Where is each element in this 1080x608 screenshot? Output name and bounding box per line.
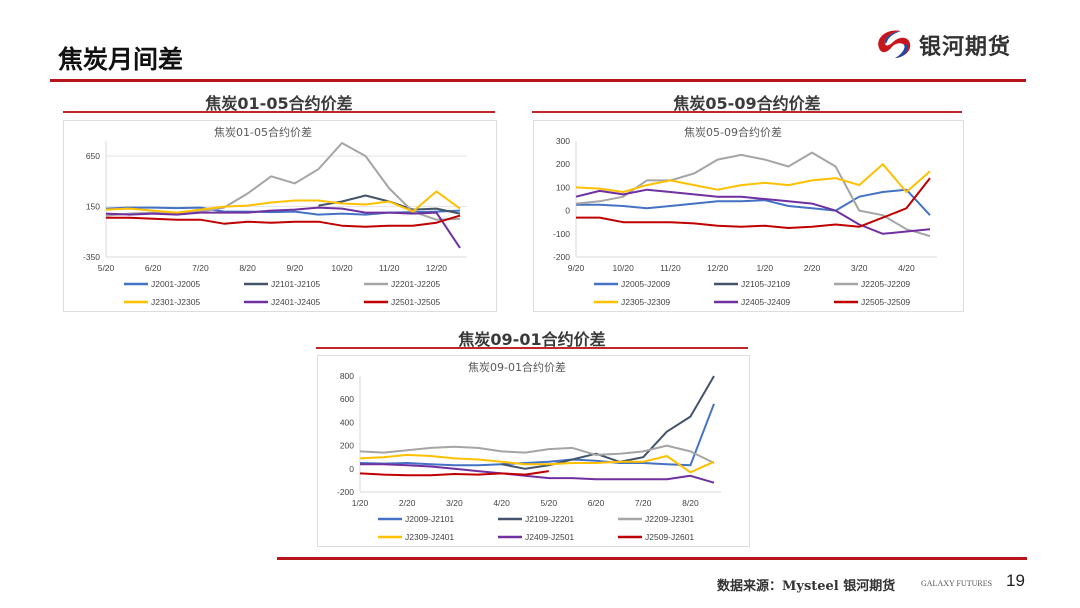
x-tick-label: 5/20 bbox=[98, 263, 115, 273]
y-tick-label: 650 bbox=[86, 151, 100, 161]
y-tick-label: -350 bbox=[83, 252, 100, 262]
y-tick-label: 150 bbox=[86, 202, 100, 212]
series-line-j2209-j2301 bbox=[359, 444, 715, 464]
series-line-j2301-j2305 bbox=[105, 190, 461, 214]
series-line-j2501-j2505 bbox=[106, 214, 461, 228]
x-tick-label: 11/20 bbox=[379, 263, 400, 273]
series-line-j2405-j2409 bbox=[575, 188, 931, 235]
x-tick-label: 2/20 bbox=[804, 263, 821, 273]
legend-label: J2409-J2501 bbox=[525, 532, 574, 542]
legend-label: J2501-J2505 bbox=[391, 297, 440, 307]
page-title: 焦炭月间差 bbox=[58, 45, 184, 74]
x-tick-label: 5/20 bbox=[541, 498, 558, 508]
legend-label: J2109-J2201 bbox=[525, 514, 574, 524]
series-line-j2205-j2209 bbox=[575, 151, 931, 238]
legend-label: J2401-J2405 bbox=[271, 297, 320, 307]
legend-label: J2209-J2301 bbox=[645, 514, 694, 524]
x-tick-label: 8/20 bbox=[682, 498, 699, 508]
chart-05-09-svg: 焦炭05-09合约价差 300 200 100 0 -100 -2009/20 10/20 11… bbox=[553, 125, 938, 307]
x-tick-label: 1/20 bbox=[757, 263, 774, 273]
y-tick-label: 600 bbox=[340, 394, 354, 404]
series-line-j2305-j2309 bbox=[575, 163, 931, 193]
footer-divider bbox=[277, 557, 1027, 560]
x-tick-label: 10/20 bbox=[613, 263, 635, 273]
series-line-j2509-j2601 bbox=[359, 470, 549, 477]
legend-label: J2509-J2601 bbox=[645, 532, 694, 542]
legend-label: J2105-J2109 bbox=[741, 279, 790, 289]
x-tick-label: 12/20 bbox=[707, 263, 729, 273]
legend-label: J2305-J2309 bbox=[621, 297, 670, 307]
y-tick-label: -200 bbox=[337, 487, 354, 497]
x-tick-label: 6/20 bbox=[588, 498, 605, 508]
legend-label: J2101-J2105 bbox=[271, 279, 320, 289]
y-tick-label: -100 bbox=[553, 229, 570, 239]
y-tick-label: 0 bbox=[349, 464, 354, 474]
panel-heading-01-05: 焦炭01-05合约价差 bbox=[205, 94, 353, 113]
series-line-j2409-j2501 bbox=[360, 463, 715, 484]
chart-05-09: 焦炭05-09合约价差 300 200 100 0 -100 -200 9/20 10/20 11… bbox=[533, 120, 964, 312]
y-tick-label: 200 bbox=[556, 159, 570, 169]
legend-label: J2505-J2509 bbox=[861, 297, 910, 307]
series-line-j2309-j2401 bbox=[359, 453, 715, 474]
chart-01-05: 焦炭01-05合约价差 650 150 -350 5/20 6/20 7/20 8/20 9/2… bbox=[63, 120, 497, 312]
data-source: 数据来源：Mysteel 银河期货 bbox=[717, 579, 896, 594]
galaxy-futures-logo: 银河期货 bbox=[873, 28, 1011, 62]
chart-09-01-svg: 焦炭09-01合约价差 800 600 400 200 0 -2001/20 2/20 3/20… bbox=[337, 360, 722, 542]
series-line-j2401-j2405 bbox=[105, 206, 461, 249]
x-tick-label: 7/20 bbox=[635, 498, 652, 508]
x-tick-label: 12/20 bbox=[426, 263, 448, 273]
x-tick-label: 4/20 bbox=[898, 263, 915, 273]
series-line-j2109-j2201 bbox=[501, 375, 715, 470]
panel-heading-09-01: 焦炭09-01合约价差 bbox=[458, 330, 606, 349]
legend-label: J2005-J2009 bbox=[621, 279, 670, 289]
x-tick-label: 9/20 bbox=[568, 263, 585, 273]
title-divider bbox=[50, 79, 1026, 82]
y-tick-label: 800 bbox=[340, 371, 354, 381]
panel-divider bbox=[63, 111, 495, 113]
x-tick-label: 6/20 bbox=[145, 263, 162, 273]
legend-label: J2405-J2409 bbox=[741, 297, 790, 307]
x-tick-label: 2/20 bbox=[399, 498, 416, 508]
x-tick-label: 9/20 bbox=[287, 263, 304, 273]
panel-heading-05-09: 焦炭05-09合约价差 bbox=[673, 94, 821, 113]
chart-title: 焦炭01-05合约价差 bbox=[214, 125, 312, 139]
panel-divider bbox=[316, 347, 748, 349]
page-number: 19 bbox=[1006, 571, 1025, 590]
legend-label: J2009-J2101 bbox=[405, 514, 454, 524]
x-tick-label: 7/20 bbox=[192, 263, 209, 273]
series-line-j2009-j2101 bbox=[359, 403, 715, 467]
chart-title: 焦炭09-01合约价差 bbox=[468, 360, 566, 374]
y-tick-label: 300 bbox=[556, 136, 570, 146]
series-line-j2005-j2009 bbox=[576, 188, 931, 216]
legend-label: J2309-J2401 bbox=[405, 532, 454, 542]
y-tick-label: 0 bbox=[565, 206, 570, 216]
y-tick-label: -200 bbox=[553, 252, 570, 262]
legend-label: J2301-J2305 bbox=[151, 297, 200, 307]
x-tick-label: 3/20 bbox=[851, 263, 868, 273]
y-tick-label: 200 bbox=[340, 441, 354, 451]
brand-english: GALAXY FUTURES bbox=[921, 579, 993, 588]
x-tick-label: 1/20 bbox=[352, 498, 369, 508]
x-tick-label: 4/20 bbox=[493, 498, 510, 508]
legend-label: J2205-J2209 bbox=[861, 279, 910, 289]
y-tick-label: 400 bbox=[340, 417, 354, 427]
x-tick-label: 11/20 bbox=[660, 263, 681, 273]
chart-09-01: 焦炭09-01合约价差 800 600 400 200 0 -200 1/20 2/20 3/20… bbox=[317, 355, 750, 547]
x-tick-label: 10/20 bbox=[331, 263, 353, 273]
series-line-j2505-j2509 bbox=[576, 177, 931, 229]
chart-title: 焦炭05-09合约价差 bbox=[684, 125, 782, 139]
galaxy-logo-icon bbox=[878, 30, 911, 58]
x-tick-label: 3/20 bbox=[446, 498, 463, 508]
y-tick-label: 100 bbox=[556, 182, 570, 192]
legend-label: J2201-J2205 bbox=[391, 279, 440, 289]
panel-divider bbox=[532, 111, 962, 113]
logo-text: 银河期货 bbox=[919, 35, 1012, 60]
x-tick-label: 8/20 bbox=[239, 263, 256, 273]
legend-label: J2001-J2005 bbox=[151, 279, 200, 289]
